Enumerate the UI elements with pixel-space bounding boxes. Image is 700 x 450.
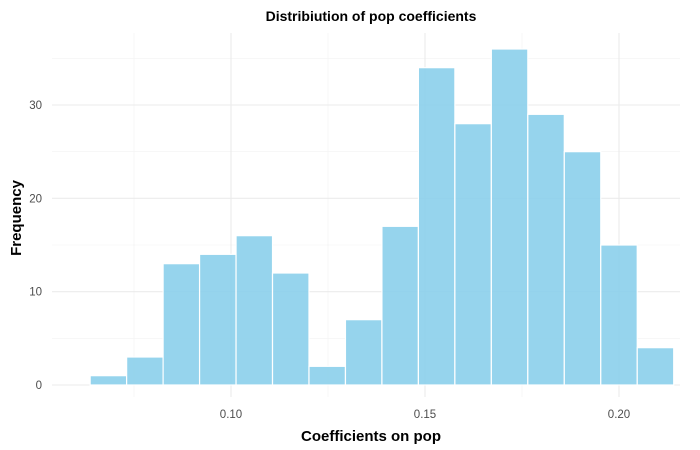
histogram-bar — [490, 48, 529, 386]
y-tick-label: 30 — [29, 100, 42, 112]
chart-title: Distribiution of pop coefficients — [266, 8, 477, 24]
histogram-bar — [636, 347, 675, 386]
histogram-bar — [381, 225, 420, 386]
histogram-bar — [308, 365, 347, 386]
histogram-bars — [89, 48, 675, 386]
x-tick-label: 0.15 — [414, 409, 436, 421]
y-tick-label: 20 — [29, 193, 42, 205]
histogram-bar — [344, 319, 383, 386]
histogram-bar — [271, 272, 310, 386]
histogram-bar — [89, 375, 128, 386]
y-axis-ticks: 0 10 20 30 — [29, 100, 42, 392]
y-tick-label: 0 — [36, 380, 42, 392]
histogram-bar — [162, 263, 201, 386]
histogram-bar — [126, 356, 164, 386]
y-axis-title: Frequency — [8, 179, 25, 256]
x-tick-label: 0.20 — [608, 409, 630, 421]
histogram-bar — [454, 123, 492, 386]
x-axis-ticks: 0.10 0.15 0.20 — [220, 409, 630, 421]
histogram-bar — [235, 235, 274, 386]
histogram-bar — [417, 67, 456, 386]
y-tick-label: 10 — [29, 287, 42, 299]
x-tick-label: 0.10 — [220, 409, 242, 421]
histogram-bar — [527, 113, 565, 386]
histogram-bar — [563, 151, 602, 386]
x-axis-title: Coefficients on pop — [301, 428, 441, 445]
histogram-bar — [600, 244, 638, 386]
histogram-bar — [198, 253, 237, 386]
